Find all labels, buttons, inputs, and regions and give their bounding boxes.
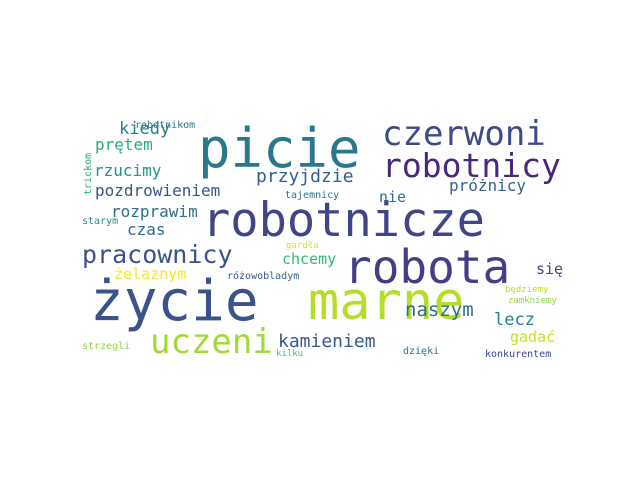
word-tajemnicy: tajemnicy <box>285 190 340 201</box>
word-gadac: gadać <box>510 328 556 346</box>
word-czas: czas <box>127 220 166 239</box>
word-proznicy: próżnicy <box>449 176 527 195</box>
word-strzegli: strzegli <box>82 341 131 352</box>
word-czerwoni: czerwoni <box>382 114 546 154</box>
word-trickom: trickom <box>83 152 94 195</box>
word-dzieki: dzięki <box>403 346 440 357</box>
word-picie: picie <box>198 117 361 180</box>
word-pretem: prętem <box>95 135 153 154</box>
word-pozdrowieniem: pozdrowieniem <box>95 181 221 200</box>
word-konkurentem: konkurentem <box>485 349 552 360</box>
word-rozprawim: rozprawim <box>111 202 198 221</box>
word-pracownicy: pracownicy <box>82 240 233 269</box>
word-marne: marne <box>308 272 465 332</box>
word-chcemy: chcemy <box>282 250 337 268</box>
word-cloud: robotnicze picie życie marne robota czer… <box>80 112 568 370</box>
word-robota: robota <box>344 240 511 294</box>
word-kilku: kilku <box>276 349 304 359</box>
word-sie: się <box>536 260 564 278</box>
word-lecz: lecz <box>494 310 535 330</box>
word-kiedy: kiedy <box>119 119 171 139</box>
word-nie: nie <box>379 188 407 206</box>
word-rozowobladym: różowobladym <box>227 271 300 282</box>
word-naszym: naszym <box>405 299 474 321</box>
word-robotnikom: robotnikom <box>135 120 196 131</box>
word-robotnicze: robotnicze <box>202 193 485 248</box>
word-kamieniem: kamieniem <box>278 331 376 352</box>
word-zamkniemy: zamkniemy <box>508 296 557 306</box>
word-gardla: gardła <box>286 241 319 251</box>
word-przyjdzie: przyjdzie <box>256 166 354 187</box>
word-robotnicy: robotnicy <box>382 146 561 185</box>
word-bedziemy: będziemy <box>505 285 549 295</box>
word-uczeni: uczeni <box>150 322 273 362</box>
word-rzucimy: rzucimy <box>94 161 162 180</box>
word-zelaznym: żelaznym <box>114 265 187 283</box>
word-zycie: życie <box>90 269 259 334</box>
word-starym: starym <box>82 216 119 227</box>
